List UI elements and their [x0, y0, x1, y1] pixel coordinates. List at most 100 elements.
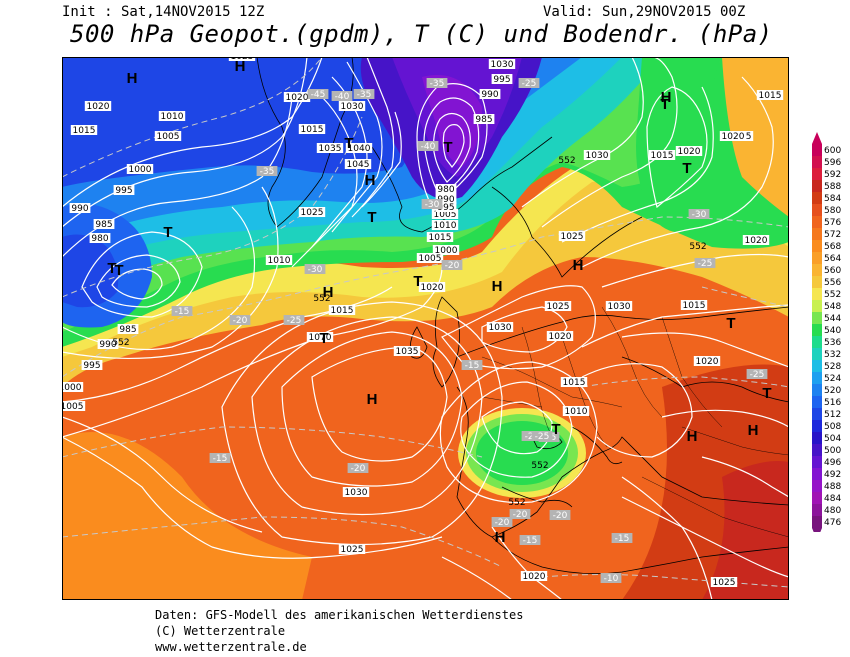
isobar-label: 1015: [560, 377, 588, 388]
legend-arrow-bottom: [812, 528, 822, 532]
credit-website: www.wetterzentrale.de: [155, 640, 307, 654]
low-pressure-marker: T: [367, 209, 376, 226]
isobar-label: 1030: [342, 487, 370, 498]
legend-level-label: 512: [824, 410, 841, 420]
low-pressure-marker: T: [726, 315, 735, 332]
svg-text:-35: -35: [260, 167, 275, 177]
temperature-label: -20: [549, 510, 571, 521]
height-labels: 552 552 552 552 552 552: [112, 156, 706, 508]
high-pressure-marker: H: [323, 284, 334, 301]
svg-text:552: 552: [689, 242, 706, 252]
legend-swatch: [812, 288, 822, 300]
isobar-label: 1030: [486, 322, 514, 333]
svg-text:552: 552: [508, 498, 525, 508]
isobar-label: 990: [97, 339, 119, 350]
svg-text:1010: 1010: [434, 221, 457, 231]
temperature-label: -15: [171, 306, 193, 317]
height-label: 552: [313, 294, 330, 304]
isobar-label: 1015: [648, 150, 676, 161]
svg-text:1010: 1010: [268, 256, 291, 266]
svg-text:990: 990: [99, 340, 116, 350]
isobar-label: 1015: [680, 300, 708, 311]
temperature-label: -30: [688, 209, 710, 220]
weather-map: 1025 1020 1010 1005 1015 1000 995 990 985 980 1020…: [62, 57, 789, 600]
isobar-label: 1030: [338, 101, 366, 112]
high-pressure-marker: H: [661, 89, 672, 106]
svg-text:-20: -20: [553, 511, 568, 521]
isobar-label: 1020: [84, 101, 112, 112]
high-pressure-marker: H: [495, 529, 506, 546]
legend-level-label: 552: [824, 290, 841, 300]
isobar-label: 1035: [393, 346, 421, 357]
svg-text:1015: 1015: [429, 233, 452, 243]
high-pressure-marker: H: [367, 391, 378, 408]
legend-swatch: [812, 504, 822, 516]
field-yellow: [62, 171, 789, 387]
svg-text:1025: 1025: [547, 302, 570, 312]
svg-text:1030: 1030: [608, 302, 631, 312]
high-pressure-marker: H: [127, 70, 138, 87]
svg-text:552: 552: [531, 461, 548, 471]
isobar-label: 995: [491, 74, 513, 85]
legend-level-label: 576: [824, 218, 841, 228]
svg-text:-35: -35: [430, 79, 445, 89]
isotherms: [62, 57, 789, 588]
isobar-label: 985: [93, 219, 115, 230]
isobar-label: 1005: [154, 131, 182, 142]
temperature-label: -40: [331, 91, 353, 102]
isobar-label: 1015: [70, 125, 98, 136]
svg-text:-15: -15: [615, 534, 630, 544]
isobar-label: 995: [81, 360, 103, 371]
isobar-label: 1005: [62, 401, 86, 412]
credit-copyright: (C) Wetterzentrale: [155, 624, 286, 638]
legend-swatch: [812, 156, 822, 168]
isobar-label: 1010: [158, 111, 186, 122]
svg-text:1000: 1000: [129, 165, 152, 175]
legend-swatch: [812, 144, 822, 156]
svg-text:-20: -20: [351, 464, 366, 474]
isobar-label: 980: [89, 233, 111, 244]
svg-text:1020: 1020: [678, 147, 701, 157]
isobar-label: 1020: [675, 146, 703, 157]
isobar-label: 1040: [345, 143, 373, 154]
high-pressure-marker: H: [492, 278, 503, 295]
legend-level-label: 592: [824, 170, 841, 180]
svg-text:-20: -20: [495, 518, 510, 528]
temperature-label: -20: [229, 315, 251, 326]
temperature-label: -30: [421, 199, 443, 210]
legend-swatch: [812, 180, 822, 192]
svg-text:985: 985: [475, 115, 492, 125]
svg-text:-30: -30: [692, 210, 707, 220]
legend-level-label: 580: [824, 206, 841, 216]
svg-text:1005: 1005: [157, 132, 180, 142]
low-pressure-marker: T: [682, 160, 691, 177]
temperature-label: -40: [417, 141, 439, 152]
isobar-label: 1025: [710, 577, 738, 588]
legend-level-label: 548: [824, 302, 841, 312]
height-label: 552: [558, 156, 575, 166]
legend-swatch: [812, 408, 822, 420]
svg-text:1030: 1030: [489, 323, 512, 333]
svg-text:1020: 1020: [696, 357, 719, 367]
svg-text:990: 990: [437, 195, 454, 205]
legend-swatch: [812, 516, 822, 528]
isobar-label: 1010: [562, 406, 590, 417]
svg-text:1030: 1030: [491, 60, 514, 70]
svg-text:1015: 1015: [563, 378, 586, 388]
isobar-label: 1020: [719, 131, 747, 142]
legend-level-label: 556: [824, 278, 841, 288]
legend-swatch: [812, 204, 822, 216]
legend-swatch: [812, 456, 822, 468]
color-legend: 600 596 592 588 584 580 576 572 568 564 560 556 552 5…: [812, 132, 841, 532]
isobar-label: 1020: [693, 356, 721, 367]
svg-text:980: 980: [437, 185, 454, 195]
svg-text:1070: 1070: [309, 333, 332, 343]
high-pressure-marker: H: [365, 172, 376, 189]
high-pressure-marker: H: [687, 428, 698, 445]
isobar-label: 1000: [432, 245, 460, 256]
svg-text:990: 990: [481, 90, 498, 100]
isobar-label: 990: [435, 194, 457, 205]
legend-level-label: 564: [824, 254, 841, 264]
legend-swatch: [812, 420, 822, 432]
temperature-label: -30: [304, 264, 326, 275]
